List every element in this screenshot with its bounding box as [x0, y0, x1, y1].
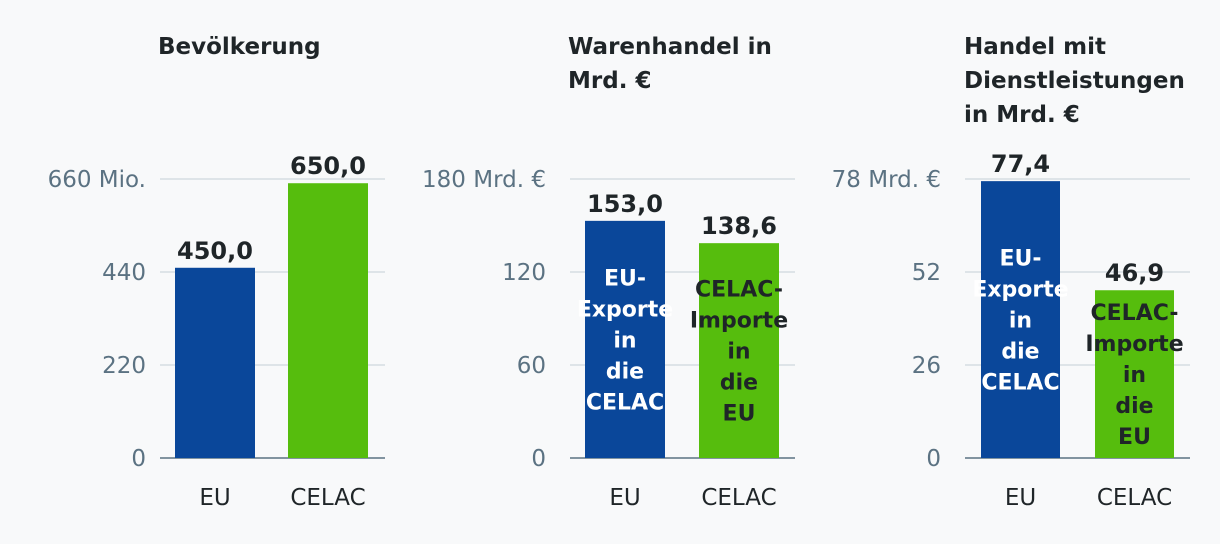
chart-2-bar-label: CELAC- Importe in die EU	[690, 278, 788, 427]
chart-3-bar-label-line: CELAC-	[1091, 301, 1179, 326]
chart-2-bar-label-line: Importe	[690, 309, 788, 334]
chart-3-bar-label-line: in	[1123, 363, 1146, 388]
chart-3-y-tick-label: 52	[912, 260, 941, 286]
chart-3-bar-label-line: EU-	[999, 247, 1041, 272]
chart-2-y-tick-label: 180 Mrd. €	[422, 167, 546, 193]
chart-3-bar-label: CELAC- Importe in die EU	[1085, 301, 1183, 450]
chart-2-bar-label-line: die	[606, 359, 644, 384]
chart-1-category-label: EU	[199, 485, 230, 511]
chart-3-y-tick-label: 26	[912, 353, 941, 379]
chart-2-bar-label-line: EU-	[604, 266, 646, 291]
chart-2-y-tick-label: 120	[502, 260, 546, 286]
chart-1-category-label: CELAC	[290, 485, 365, 511]
chart-2-title: Warenhandel in Mrd. €	[568, 34, 772, 94]
chart-1-value-label: 450,0	[177, 237, 253, 265]
chart-2-category-label: CELAC	[701, 485, 776, 511]
chart-3-bar-label-line: EU	[1118, 425, 1151, 450]
chart-3-bar-label: EU- Exporte in die CELAC	[972, 247, 1068, 396]
chart-1-y-tick-label: 0	[131, 446, 146, 472]
chart-1-y-tick-label: 220	[102, 353, 146, 379]
chart-2-y-tick-label: 60	[517, 353, 546, 379]
chart-2-value-label: 138,6	[701, 212, 777, 240]
chart-2-bar-label-line: CELAC	[586, 390, 664, 415]
chart-1-y-tick-label: 660 Mio.	[48, 167, 146, 193]
chart-3-category-label: CELAC	[1097, 485, 1172, 511]
chart-3-y-tick-label: 0	[926, 446, 941, 472]
chart-3-bar-label-line: die	[1115, 394, 1153, 419]
chart-3-bar-label-line: die	[1001, 340, 1039, 365]
chart-3-bar-celac	[1095, 290, 1174, 458]
chart-2-bar-label-line: Exporte	[577, 297, 673, 322]
chart-2-bar-celac	[699, 243, 779, 458]
chart-3-value-label: 77,4	[991, 150, 1050, 178]
chart-2-bar-label-line: in	[727, 340, 750, 365]
chart-1-bar-eu	[175, 267, 255, 458]
chart-2-bar-label-line: in	[613, 328, 636, 353]
chart-2-value-label: 153,0	[587, 190, 663, 218]
chart-3-y-tick-label: 78 Mrd. €	[832, 167, 941, 193]
chart-2-bar-eu	[585, 220, 665, 458]
chart-2-bar-label-line: EU	[723, 402, 756, 427]
chart-2-bar-label-line: die	[720, 371, 758, 396]
chart-3-bar-label-line: Importe	[1085, 332, 1183, 357]
chart-3-bar-label-line: CELAC	[981, 371, 1059, 396]
chart-2-bar-label: EU- Exporte in die CELAC	[577, 266, 673, 415]
chart-1-title: Bevölkerung	[158, 34, 321, 60]
chart-3-bar-eu	[981, 181, 1060, 458]
chart-1-y-tick-label: 440	[102, 260, 146, 286]
chart-3-bar-label-line: in	[1009, 309, 1032, 334]
chart-2-bar-label-line: CELAC-	[695, 278, 783, 303]
chart-3-value-label: 46,9	[1105, 259, 1164, 287]
chart-2-category-label: EU	[609, 485, 640, 511]
chart-3-title: Handel mit Dienstleistungen in Mrd. €	[964, 34, 1185, 128]
chart-1-value-label: 650,0	[290, 152, 366, 180]
chart-1-bar-celac	[288, 183, 368, 458]
chart-2-y-tick-label: 0	[531, 446, 546, 472]
chart-3-bar-label-line: Exporte	[972, 278, 1068, 303]
chart-3-category-label: EU	[1005, 485, 1036, 511]
